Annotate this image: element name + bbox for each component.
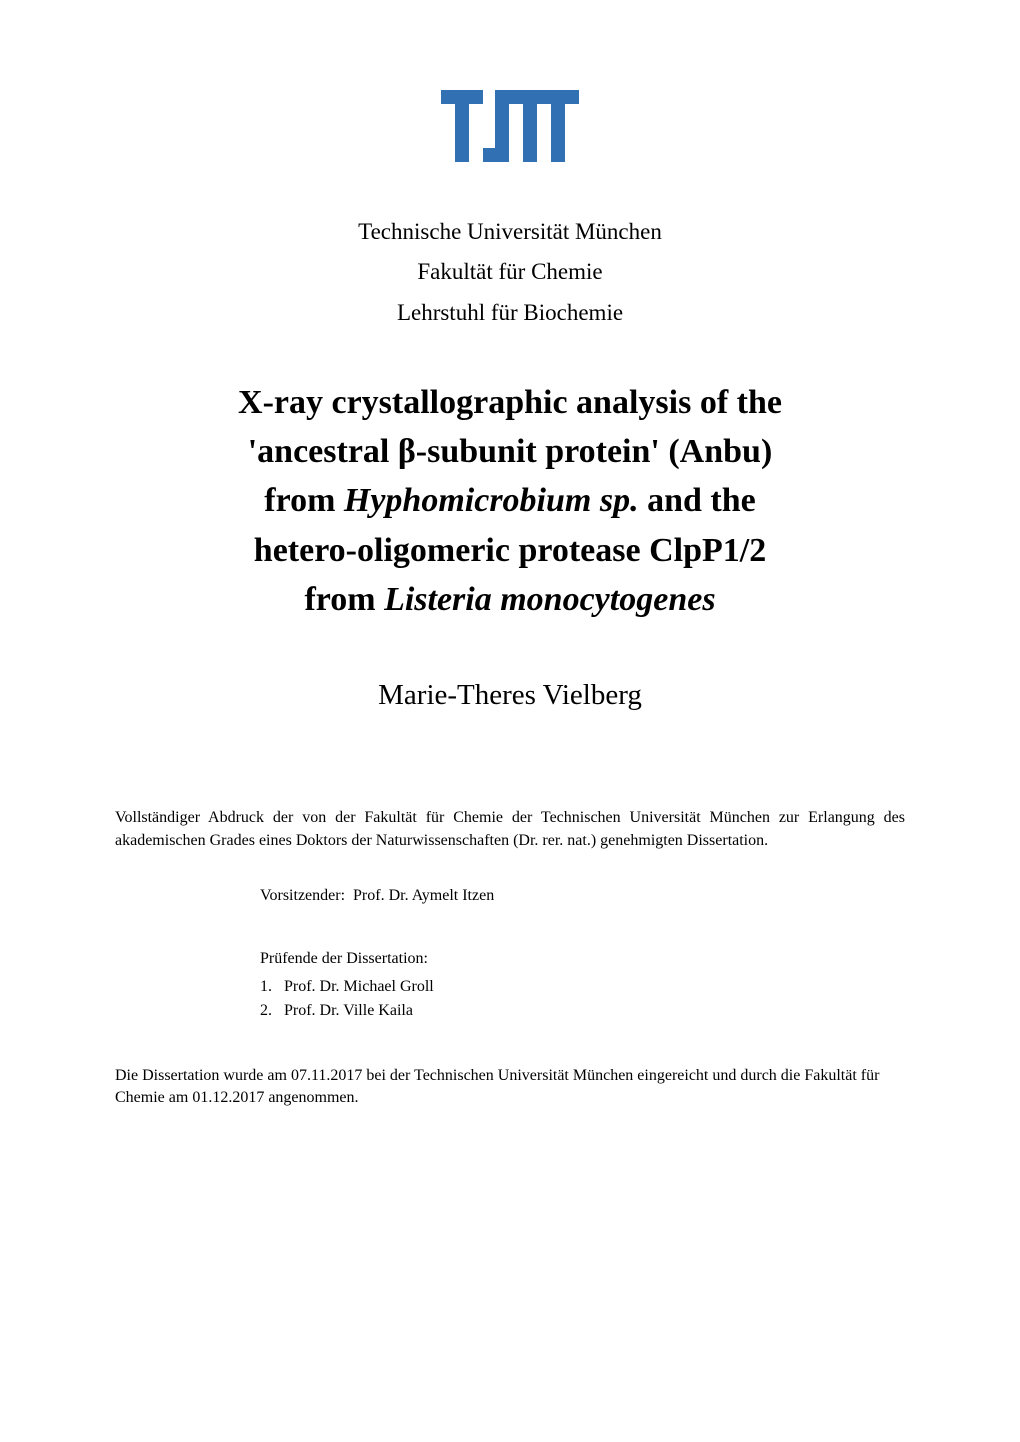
chair-person: Prof. Dr. Aymelt Itzen bbox=[353, 887, 494, 904]
author-name: Marie-Theres Vielberg bbox=[115, 679, 905, 712]
chair-name: Lehrstuhl für Biochemie bbox=[115, 293, 905, 333]
tum-logo bbox=[441, 90, 579, 167]
examiner-name: Prof. Dr. Michael Groll bbox=[284, 978, 434, 995]
examiner-number: 2. bbox=[260, 1002, 272, 1019]
dissertation-title: X-ray crystallographic analysis of the '… bbox=[115, 378, 905, 624]
submission-footer: Die Dissertation wurde am 07.11.2017 bei… bbox=[115, 1065, 905, 1110]
examiner-number: 1. bbox=[260, 978, 272, 995]
faculty-name: Fakultät für Chemie bbox=[115, 252, 905, 292]
committee-chair-line: Vorsitzender: Prof. Dr. Aymelt Itzen bbox=[260, 887, 905, 905]
institution-block: Technische Universität München Fakultät … bbox=[115, 212, 905, 333]
dissertation-abstract: Vollständiger Abdruck der von der Fakult… bbox=[115, 807, 905, 852]
university-name: Technische Universität München bbox=[115, 212, 905, 252]
examiners-section: Prüfende der Dissertation: 1. Prof. Dr. … bbox=[260, 950, 905, 1020]
chair-label: Vorsitzender: bbox=[260, 887, 345, 904]
examiner-item: 1. Prof. Dr. Michael Groll bbox=[260, 978, 905, 996]
title-line-2: 'ancestral β-subunit protein' (Anbu) bbox=[248, 433, 773, 470]
examiner-item: 2. Prof. Dr. Ville Kaila bbox=[260, 1002, 905, 1020]
examiner-name: Prof. Dr. Ville Kaila bbox=[284, 1002, 413, 1019]
title-line-4: hetero-oligomeric protease ClpP1/2 bbox=[254, 532, 766, 569]
title-line-3-pre: from bbox=[264, 482, 344, 519]
examiners-heading: Prüfende der Dissertation: bbox=[260, 950, 905, 968]
title-line-3-italic: Hyphomicrobium sp. bbox=[344, 482, 639, 519]
title-line-5-pre: from bbox=[304, 581, 384, 618]
title-line-1: X-ray crystallographic analysis of the bbox=[238, 384, 782, 421]
title-line-3-post: and the bbox=[639, 482, 756, 519]
logo-container bbox=[115, 90, 905, 167]
title-line-5-italic: Listeria monocytogenes bbox=[384, 581, 715, 618]
